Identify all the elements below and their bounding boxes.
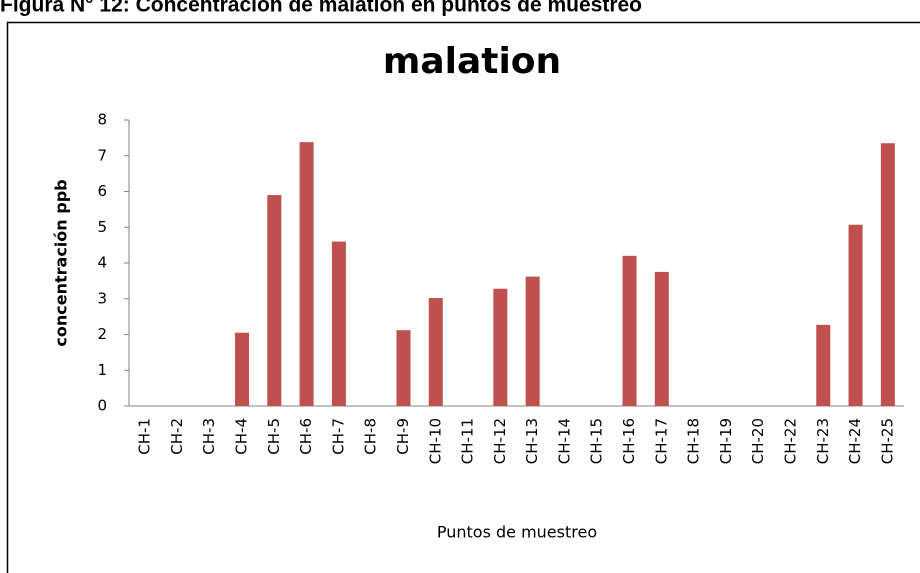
bar bbox=[816, 324, 831, 406]
x-tick-label: CH-25 bbox=[878, 418, 896, 464]
bar bbox=[654, 271, 669, 406]
x-tick-label: CH-7 bbox=[329, 418, 347, 455]
x-tick-label: CH-5 bbox=[265, 418, 283, 455]
bar bbox=[880, 143, 895, 407]
chart-title: malation bbox=[383, 41, 561, 82]
y-tick-label: 3 bbox=[97, 289, 107, 307]
chart-border bbox=[6, 21, 920, 573]
bar bbox=[848, 224, 863, 406]
x-tick-label: CH-19 bbox=[717, 418, 735, 464]
x-tick-label: CH-18 bbox=[685, 418, 703, 464]
bar bbox=[525, 276, 540, 406]
x-tick-label: CH-11 bbox=[459, 418, 477, 464]
x-tick-label: CH-10 bbox=[426, 418, 444, 464]
figure-caption: Figura N° 12: Concentración de malation … bbox=[0, 0, 642, 17]
bar bbox=[622, 255, 637, 406]
x-tick-label: CH-23 bbox=[814, 418, 832, 464]
bar bbox=[235, 332, 250, 406]
x-tick-label: CH-2 bbox=[168, 418, 186, 455]
x-tick-label: CH-16 bbox=[620, 418, 638, 464]
y-tick-label: 7 bbox=[97, 146, 107, 164]
x-axis-label: Puntos de muestreo bbox=[437, 523, 597, 542]
y-tick-label: 5 bbox=[97, 218, 107, 236]
y-tick-label: 6 bbox=[97, 182, 107, 200]
x-tick-label: CH-14 bbox=[555, 418, 573, 464]
x-tick-label: CH-3 bbox=[200, 418, 218, 455]
bar bbox=[267, 195, 282, 406]
x-tick-label: CH-6 bbox=[297, 418, 315, 455]
y-axis-label: concentración ppb bbox=[52, 179, 71, 346]
x-tick-label: CH-20 bbox=[749, 418, 767, 464]
x-tick-label: CH-15 bbox=[588, 418, 606, 464]
bar bbox=[396, 330, 411, 406]
x-tick-label: CH-12 bbox=[491, 418, 509, 464]
x-tick-label: CH-4 bbox=[233, 418, 251, 455]
y-tick-label: 0 bbox=[97, 397, 107, 415]
bar bbox=[493, 288, 508, 406]
x-tick-label: CH-9 bbox=[394, 418, 412, 455]
bar bbox=[299, 142, 314, 407]
bar bbox=[428, 298, 443, 406]
x-tick-label: CH-17 bbox=[652, 418, 670, 464]
y-tick-label: 2 bbox=[97, 325, 107, 343]
x-tick-label: CH-13 bbox=[523, 418, 541, 464]
y-tick-label: 1 bbox=[97, 361, 107, 379]
y-tick-label: 8 bbox=[97, 111, 107, 129]
x-tick-label: CH-22 bbox=[781, 418, 799, 464]
y-tick-label: 4 bbox=[97, 254, 107, 272]
x-tick-label: CH-24 bbox=[846, 418, 864, 464]
bar bbox=[331, 241, 346, 406]
x-tick-label: CH-8 bbox=[362, 418, 380, 455]
x-tick-label: CH-1 bbox=[136, 418, 154, 455]
